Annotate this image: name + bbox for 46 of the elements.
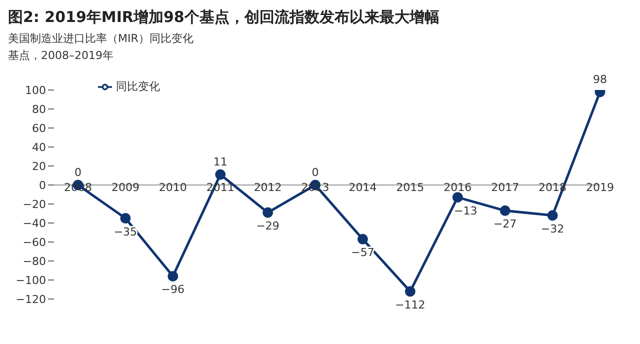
data-label: −13 (454, 204, 478, 218)
legend-label: 同比变化 (116, 80, 160, 93)
point (357, 234, 368, 244)
data-label: −112 (395, 298, 426, 312)
point (500, 205, 510, 216)
x-tick-label: 2016 (444, 180, 472, 194)
y-tick-label: −120 (16, 292, 46, 306)
y-tick-label: 100 (25, 84, 46, 97)
data-label: −29 (256, 220, 280, 233)
point (168, 270, 178, 282)
y-tick-label: 60 (32, 122, 46, 135)
data-label: −96 (161, 283, 185, 296)
data-label: −57 (351, 246, 374, 260)
x-tick-label: 2009 (111, 180, 140, 194)
data-label: 98 (593, 72, 607, 86)
data-label: −32 (540, 222, 564, 236)
x-tick-label: 2014 (348, 180, 377, 194)
point (547, 210, 558, 221)
data-label: −35 (114, 225, 138, 238)
y-tick-label: 20 (32, 160, 46, 173)
data-label: 0 (312, 166, 319, 179)
y-tick-label: 40 (32, 140, 46, 154)
y-tick-label: 0 (39, 178, 46, 192)
point (120, 213, 131, 224)
y-tick-label: −100 (16, 274, 46, 287)
data-label: −27 (493, 218, 517, 231)
point (404, 286, 416, 297)
y-axis-title: 基点，2008–2019年 (8, 48, 114, 63)
chart-title: 图2: 2019年MIR增加98个基点，创回流指数发布以来最大增幅 (8, 8, 440, 27)
data-label: 11 (213, 156, 228, 169)
chart-subtitle: 美国制造业进口比率（MIR）同比变化 (8, 31, 194, 46)
y-tick-label: −60 (22, 236, 46, 249)
x-tick-label: 2010 (158, 180, 187, 194)
y-tick-label: 80 (32, 102, 46, 116)
x-tick-label: 2015 (396, 180, 424, 194)
x-tick-label: 2019 (586, 180, 614, 194)
x-tick-label: 2012 (254, 180, 282, 194)
point (215, 169, 226, 180)
point (262, 207, 274, 218)
data-label: 0 (74, 166, 82, 179)
y-tick-label: −40 (22, 216, 46, 230)
x-tick-label: 2013 (301, 180, 330, 194)
y-tick-label: −20 (22, 198, 46, 211)
x-tick-label: 2017 (491, 180, 520, 194)
y-tick-label: −80 (22, 254, 46, 268)
point (452, 192, 463, 203)
